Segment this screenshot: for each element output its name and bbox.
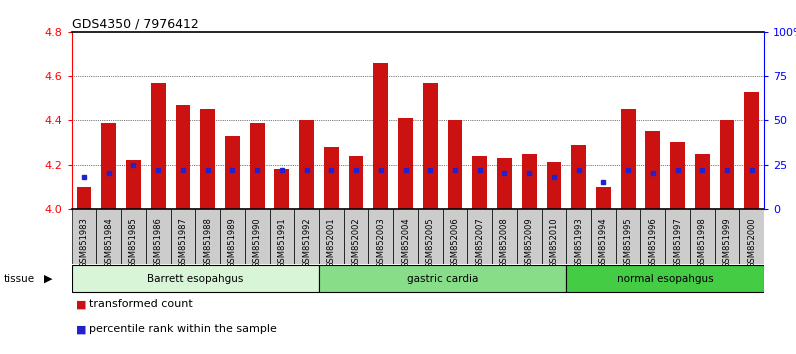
Bar [393,209,418,264]
Bar [150,83,166,209]
Text: GSM852007: GSM852007 [475,217,484,268]
Text: GSM851986: GSM851986 [154,217,162,268]
Bar [720,120,735,209]
Text: GSM851993: GSM851993 [574,217,583,268]
Text: ■: ■ [76,299,86,309]
Text: GSM852006: GSM852006 [451,217,459,268]
Bar [373,63,388,209]
Text: GSM851990: GSM851990 [252,217,262,268]
Text: GSM851987: GSM851987 [178,217,187,268]
Bar [201,109,215,209]
Bar [344,209,369,264]
Bar [497,158,512,209]
Bar [349,156,364,209]
Bar [76,187,92,209]
Bar [170,209,195,264]
Bar [522,154,537,209]
Bar [492,209,517,264]
Bar [319,265,566,292]
Text: ■: ■ [76,324,86,334]
Bar [369,209,393,264]
Bar [547,162,561,209]
Bar [101,122,116,209]
Text: GSM851994: GSM851994 [599,217,608,268]
Text: GSM851983: GSM851983 [80,217,88,268]
Text: GDS4350 / 7976412: GDS4350 / 7976412 [72,18,198,31]
Text: GSM851998: GSM851998 [698,217,707,268]
Text: GSM851984: GSM851984 [104,217,113,268]
Bar [541,209,566,264]
Bar [641,209,665,264]
Text: GSM851995: GSM851995 [623,217,633,268]
Bar [517,209,541,264]
Text: percentile rank within the sample: percentile rank within the sample [89,324,277,334]
Bar [616,209,641,264]
Bar [319,209,344,264]
Bar [398,118,413,209]
Bar [220,209,245,264]
Bar [96,209,121,264]
Bar [121,209,146,264]
Bar [72,265,319,292]
Bar [695,154,710,209]
Bar [423,83,438,209]
Bar [250,122,264,209]
Text: GSM851997: GSM851997 [673,217,682,268]
Bar [467,209,492,264]
Bar [572,145,586,209]
Text: Barrett esopahgus: Barrett esopahgus [147,274,244,284]
Bar [126,160,141,209]
Bar [670,143,685,209]
Text: ▶: ▶ [44,274,53,284]
Bar [324,147,339,209]
Bar [715,209,739,264]
Text: GSM852008: GSM852008 [500,217,509,268]
Bar [591,209,616,264]
Text: GSM851991: GSM851991 [277,217,287,268]
Bar [472,156,487,209]
Bar [566,265,764,292]
Bar [447,120,462,209]
Bar [72,209,96,264]
Bar [195,209,220,264]
Bar [225,136,240,209]
Text: GSM852000: GSM852000 [747,217,756,268]
Bar [275,169,289,209]
Bar [443,209,467,264]
Text: GSM852009: GSM852009 [525,217,533,268]
Text: GSM851992: GSM851992 [302,217,311,268]
Bar [621,109,635,209]
Bar [690,209,715,264]
Bar [418,209,443,264]
Bar [295,209,319,264]
Bar [596,187,611,209]
Bar [270,209,295,264]
Text: GSM852005: GSM852005 [426,217,435,268]
Bar [245,209,270,264]
Bar [146,209,170,264]
Text: tissue: tissue [4,274,35,284]
Text: GSM852001: GSM852001 [327,217,336,268]
Bar [739,209,764,264]
Text: GSM851988: GSM851988 [203,217,213,268]
Text: GSM852003: GSM852003 [377,217,385,268]
Bar [646,131,661,209]
Bar [665,209,690,264]
Text: gastric cardia: gastric cardia [407,274,478,284]
Text: GSM851996: GSM851996 [649,217,657,268]
Bar [744,92,759,209]
Text: GSM852002: GSM852002 [352,217,361,268]
Text: GSM851989: GSM851989 [228,217,237,268]
Bar [175,105,190,209]
Text: GSM851985: GSM851985 [129,217,138,268]
Text: GSM851999: GSM851999 [723,217,732,268]
Bar [566,209,591,264]
Text: GSM852010: GSM852010 [549,217,559,268]
Text: normal esopahgus: normal esopahgus [617,274,713,284]
Text: GSM852004: GSM852004 [401,217,410,268]
Bar [299,120,314,209]
Text: transformed count: transformed count [89,299,193,309]
